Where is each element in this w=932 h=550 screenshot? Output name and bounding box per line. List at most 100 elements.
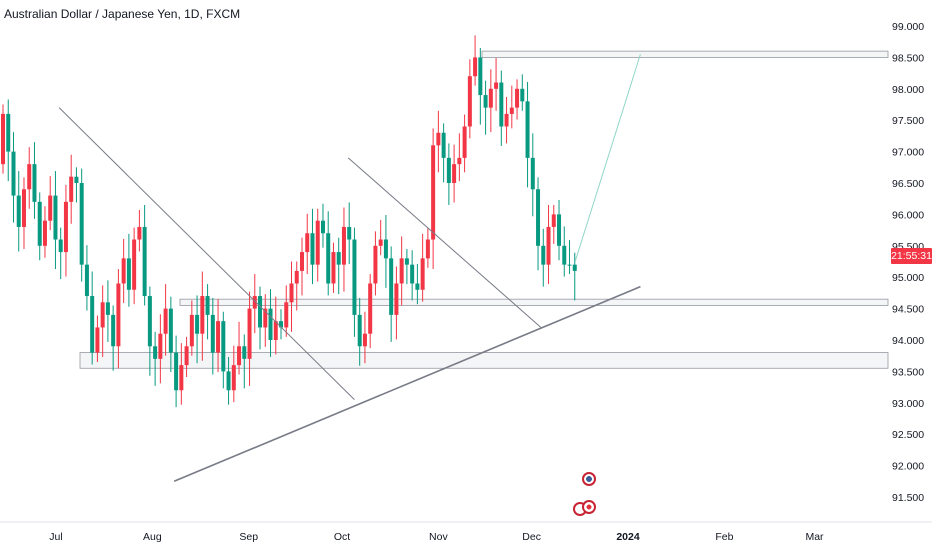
candle-down: [394, 283, 399, 315]
candle-down: [494, 82, 499, 89]
candle-down: [294, 270, 299, 284]
candle-up: [210, 314, 215, 353]
candle-up: [79, 183, 84, 265]
time-axis[interactable]: Jul Aug Sep Oct Nov Dec 2024 Feb Mar: [49, 531, 824, 543]
candle-up: [478, 57, 483, 96]
candle-up: [268, 308, 273, 340]
candle-up: [195, 314, 200, 334]
candle-up: [11, 151, 16, 196]
candle-up: [221, 321, 226, 372]
candle-down: [95, 327, 100, 353]
economic-event-icon-2[interactable]: [582, 500, 596, 514]
candle-up: [567, 264, 572, 266]
candle-up: [562, 245, 567, 265]
candle-down: [273, 321, 278, 340]
candle-down: [116, 283, 121, 347]
candle-up: [530, 157, 535, 190]
trendline-1: [347, 157, 542, 328]
candle-down: [179, 365, 184, 391]
candle-up: [536, 189, 541, 246]
candle-up: [352, 239, 357, 315]
candle-up: [483, 95, 488, 108]
candle-up: [90, 296, 95, 353]
candle-down: [504, 113, 509, 127]
price-tick-label: 96.000: [892, 209, 924, 221]
candle-up: [142, 226, 147, 297]
candle-down: [457, 157, 462, 165]
projection-line[interactable]: [574, 54, 641, 262]
candle-down: [48, 195, 53, 221]
candle-up: [326, 233, 331, 284]
candle-up: [499, 82, 504, 127]
candle-down: [42, 220, 47, 246]
candle-up: [383, 239, 388, 259]
candle-down: [452, 164, 457, 183]
candle-down: [341, 226, 346, 265]
chart-title: Australian Dollar / Japanese Yen, 1D, FX…: [4, 7, 241, 21]
candle-up: [105, 302, 110, 315]
trendline-0: [58, 107, 355, 401]
candle-down: [1, 113, 5, 165]
candle-up: [320, 220, 325, 234]
candle-up: [16, 195, 21, 227]
candle-down: [121, 258, 126, 284]
price-tick-label: 94.500: [892, 304, 924, 316]
candle-down: [163, 308, 168, 334]
candle-down: [289, 283, 294, 303]
candle-down: [436, 132, 441, 146]
candle-up: [310, 233, 315, 265]
price-tick-label: 96.500: [892, 178, 924, 190]
candle-down: [546, 226, 551, 265]
candle-down: [200, 296, 205, 334]
candle-up: [6, 113, 11, 152]
candle-down: [315, 220, 320, 265]
candle-up: [410, 264, 415, 284]
candle-down: [331, 252, 336, 284]
time-tick-label: Dec: [522, 531, 541, 543]
candle-up: [441, 132, 446, 158]
time-tick-label: Jul: [49, 531, 62, 543]
candle-down: [69, 176, 74, 202]
price-tick-label: 99.000: [892, 21, 924, 33]
candle-down: [515, 88, 520, 108]
candle-down: [63, 201, 68, 253]
price-tick-label: 91.500: [892, 492, 924, 504]
candle-up: [226, 371, 231, 391]
candle-up: [205, 296, 210, 315]
candle-down: [420, 258, 425, 290]
trendlines[interactable]: [58, 107, 641, 483]
price-tick-label: 98.500: [892, 52, 924, 64]
candle-up: [572, 264, 577, 271]
zone-0: [481, 50, 889, 58]
price-tick-label: 93.500: [892, 366, 924, 378]
candle-up: [74, 176, 79, 183]
candle-up: [58, 239, 63, 253]
candle-up: [541, 245, 546, 265]
candle-up: [279, 321, 284, 328]
candle-down: [473, 57, 478, 77]
candle-down: [362, 333, 367, 347]
candle-down: [132, 239, 137, 290]
price-tick-label: 97.000: [892, 147, 924, 159]
candle-down: [378, 239, 383, 246]
zone-2: [79, 352, 889, 369]
candlestick-series: [1, 35, 577, 408]
projection-arrow: [574, 54, 641, 262]
candle-down: [184, 346, 189, 366]
candle-down: [368, 283, 373, 334]
time-tick-label: Mar: [805, 531, 824, 543]
time-tick-label: Feb: [715, 531, 733, 543]
price-tick-label: 98.000: [892, 84, 924, 96]
candle-down: [509, 107, 514, 114]
candle-down: [488, 88, 493, 108]
candle-up: [147, 296, 152, 347]
price-axis[interactable]: 99.000 98.500 98.000 97.500 97.000 96.500 96.0…: [892, 21, 924, 504]
candle-up: [242, 346, 247, 359]
candle-down: [231, 365, 236, 391]
time-tick-label: Oct: [334, 531, 350, 543]
candle-up: [404, 258, 409, 265]
economic-event-flag-icon[interactable]: [582, 472, 596, 486]
candle-up: [347, 226, 352, 240]
candle-up: [111, 314, 116, 347]
